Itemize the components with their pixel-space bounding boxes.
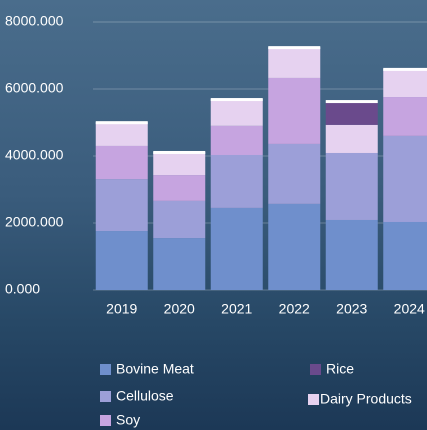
bar-cap <box>95 121 148 125</box>
bar-segment <box>210 207 263 290</box>
legend-swatch <box>310 364 321 375</box>
legend-label: Rice <box>326 361 354 377</box>
x-tick-label: 2023 <box>336 301 367 317</box>
bar-segment <box>325 219 378 290</box>
legend-swatch <box>100 415 111 426</box>
legend-swatch <box>100 391 111 402</box>
bar-segment <box>383 68 427 98</box>
x-tick-label: 2022 <box>279 301 310 317</box>
x-tick-label: 2019 <box>106 301 137 317</box>
bar-segment <box>383 221 427 290</box>
bar-segment <box>153 175 206 201</box>
y-tick-label: 6000.000 <box>5 80 64 96</box>
y-tick-label: 2000.000 <box>5 214 64 230</box>
legend-swatch <box>100 364 111 375</box>
bar-segment <box>268 203 321 290</box>
legend-swatch <box>308 394 319 405</box>
bar-segment <box>95 231 148 290</box>
bar-segment <box>95 122 148 146</box>
bar-segment <box>153 151 206 176</box>
bar-segment <box>210 154 263 208</box>
bar-segment <box>268 143 321 204</box>
y-tick-label: 4000.000 <box>5 147 64 163</box>
x-tick-label: 2020 <box>164 301 195 317</box>
bar-segment <box>325 101 378 125</box>
legend-label: Bovine Meat <box>116 361 194 377</box>
bar-segment <box>210 99 263 126</box>
bar-segment <box>210 125 263 155</box>
legend-label: Cellulose <box>116 388 174 404</box>
x-tick-label: 2021 <box>221 301 252 317</box>
bar-cap <box>268 46 321 50</box>
bar-segment <box>383 97 427 136</box>
legend-label: Soy <box>116 412 140 428</box>
bar-segment <box>383 135 427 222</box>
y-tick-label: 0.000 <box>5 281 40 297</box>
bar-segment <box>95 145 148 180</box>
bar-segment <box>153 238 206 290</box>
bar-cap <box>153 150 206 154</box>
legend-label: Dairy Products <box>320 391 412 407</box>
bar-cap <box>210 98 263 102</box>
bar-segment <box>153 200 206 239</box>
bar-segment <box>268 47 321 78</box>
bar-segment <box>95 179 148 232</box>
bar-cap <box>325 100 378 104</box>
y-tick-label: 8000.000 <box>5 13 64 29</box>
bar-segment <box>325 124 378 153</box>
x-tick-label: 2024 <box>394 301 425 317</box>
bar-cap <box>383 67 427 71</box>
bar-segment <box>325 152 378 220</box>
bar-segment <box>268 77 321 144</box>
